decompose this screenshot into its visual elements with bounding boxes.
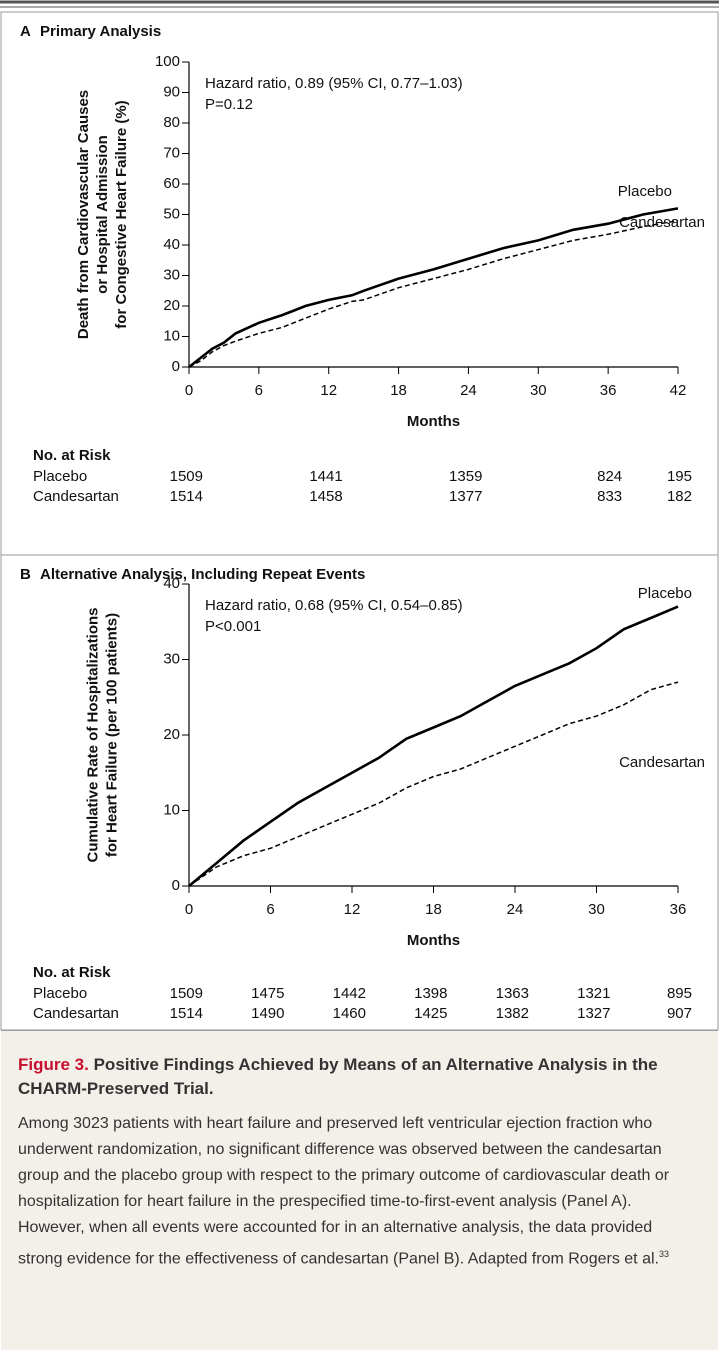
y-tick-label: 60 bbox=[163, 175, 180, 192]
series-label: Candesartan bbox=[619, 754, 705, 771]
risk-title: No. at Risk bbox=[33, 964, 111, 981]
series-line bbox=[188, 219, 679, 368]
y-axis-label: Death from Cardiovascular Causes bbox=[75, 90, 92, 339]
risk-title: No. at Risk bbox=[33, 447, 111, 464]
risk-row-name: Placebo bbox=[33, 468, 87, 485]
risk-value: 1321 bbox=[577, 985, 610, 1002]
x-tick-label: 42 bbox=[670, 382, 687, 399]
ref: 33 bbox=[658, 1249, 669, 1259]
annotation: Hazard ratio, 0.68 (95% CI, 0.54–0.85) bbox=[205, 597, 463, 614]
risk-value: 1509 bbox=[170, 468, 203, 485]
risk-value: 1398 bbox=[414, 985, 447, 1002]
y-tick-label: 0 bbox=[172, 358, 180, 375]
series-label: Placebo bbox=[638, 585, 692, 602]
x-tick-label: 12 bbox=[344, 901, 361, 918]
y-tick-label: 20 bbox=[163, 297, 180, 314]
caption: Figure 3. Positive Findings Achieved by … bbox=[1, 1030, 718, 1350]
risk-row-name: Candesartan bbox=[33, 488, 119, 505]
y-tick-label: 50 bbox=[163, 205, 180, 222]
risk-row-name: Candesartan bbox=[33, 1005, 119, 1022]
risk-value: 1382 bbox=[496, 1005, 529, 1022]
series-label: Candesartan bbox=[619, 214, 705, 231]
x-tick-label: 30 bbox=[530, 382, 547, 399]
y-tick-label: 10 bbox=[163, 327, 180, 344]
annotation: P<0.001 bbox=[205, 618, 261, 635]
x-tick-label: 24 bbox=[507, 901, 524, 918]
risk-value: 1377 bbox=[449, 488, 482, 505]
y-tick-label: 20 bbox=[163, 726, 180, 743]
x-tick-label: 18 bbox=[425, 901, 442, 918]
x-tick-label: 24 bbox=[460, 382, 477, 399]
y-tick-label: 30 bbox=[163, 650, 180, 667]
x-tick-label: 18 bbox=[390, 382, 407, 399]
annotation: P=0.12 bbox=[205, 96, 253, 113]
x-axis-label: Months bbox=[407, 932, 460, 949]
risk-value: 1327 bbox=[577, 1005, 610, 1022]
y-tick-label: 80 bbox=[163, 114, 180, 131]
risk-value: 182 bbox=[667, 488, 692, 505]
risk-value: 1363 bbox=[496, 985, 529, 1002]
y-tick-label: 10 bbox=[163, 801, 180, 818]
series-line bbox=[188, 207, 679, 369]
y-axis-label: for Congestive Heart Failure (%) bbox=[113, 100, 130, 328]
annotation: Hazard ratio, 0.89 (95% CI, 0.77–1.03) bbox=[205, 75, 463, 92]
caption-body: Among 3023 patients with heart failure a… bbox=[18, 1111, 701, 1272]
heading: Positive Findings Achieved by Means of a… bbox=[18, 1055, 658, 1098]
risk-value: 833 bbox=[597, 488, 622, 505]
x-tick-label: 12 bbox=[320, 382, 337, 399]
x-tick-label: 30 bbox=[588, 901, 605, 918]
panel-letter: A bbox=[20, 23, 31, 40]
risk-value: 195 bbox=[667, 468, 692, 485]
frame bbox=[0, 11, 719, 1030]
risk-value: 1514 bbox=[170, 1005, 203, 1022]
y-tick-label: 70 bbox=[163, 144, 180, 161]
risk-value: 1490 bbox=[251, 1005, 284, 1022]
y-axis-label: or Hospital Admission bbox=[94, 135, 111, 294]
body: Among 3023 patients with heart failure a… bbox=[18, 1115, 670, 1268]
panel-title: Primary Analysis bbox=[40, 23, 161, 40]
figure: A Primary Analysis01020304050607080901000… bbox=[0, 0, 719, 1030]
risk-value: 1441 bbox=[309, 468, 342, 485]
x-tick-label: 0 bbox=[185, 901, 193, 918]
risk-value: 1509 bbox=[170, 985, 203, 1002]
x-tick-label: 0 bbox=[185, 382, 193, 399]
y-tick-label: 40 bbox=[163, 575, 180, 592]
risk-value: 1359 bbox=[449, 468, 482, 485]
figure-label: Figure 3. bbox=[18, 1055, 89, 1074]
series-line bbox=[188, 605, 679, 887]
risk-value: 1514 bbox=[170, 488, 203, 505]
x-tick-label: 6 bbox=[255, 382, 263, 399]
x-tick-label: 36 bbox=[600, 382, 617, 399]
risk-row-name: Placebo bbox=[33, 985, 87, 1002]
risk-value: 1442 bbox=[333, 985, 366, 1002]
x-tick-label: 6 bbox=[266, 901, 274, 918]
risk-value: 824 bbox=[597, 468, 622, 485]
risk-value: 1458 bbox=[309, 488, 342, 505]
panel-letter: B bbox=[20, 566, 31, 583]
x-axis-label: Months bbox=[407, 413, 460, 430]
y-tick-label: 0 bbox=[172, 877, 180, 894]
y-tick-label: 30 bbox=[163, 266, 180, 283]
risk-value: 1475 bbox=[251, 985, 284, 1002]
y-axis-label: for Heart Failure (per 100 patients) bbox=[103, 613, 120, 857]
risk-value: 1460 bbox=[333, 1005, 366, 1022]
risk-value: 895 bbox=[667, 985, 692, 1002]
y-tick-label: 100 bbox=[155, 53, 180, 70]
y-tick-label: 90 bbox=[163, 83, 180, 100]
x-tick-label: 36 bbox=[670, 901, 687, 918]
y-tick-label: 40 bbox=[163, 236, 180, 253]
risk-value: 907 bbox=[667, 1005, 692, 1022]
series-line bbox=[188, 681, 679, 887]
series-label: Placebo bbox=[618, 183, 672, 200]
risk-value: 1425 bbox=[414, 1005, 447, 1022]
caption-heading: Figure 3. Positive Findings Achieved by … bbox=[18, 1053, 701, 1101]
panel-title: Alternative Analysis, Including Repeat E… bbox=[40, 566, 365, 583]
y-axis-label: Cumulative Rate of Hospitalizations bbox=[84, 607, 101, 862]
